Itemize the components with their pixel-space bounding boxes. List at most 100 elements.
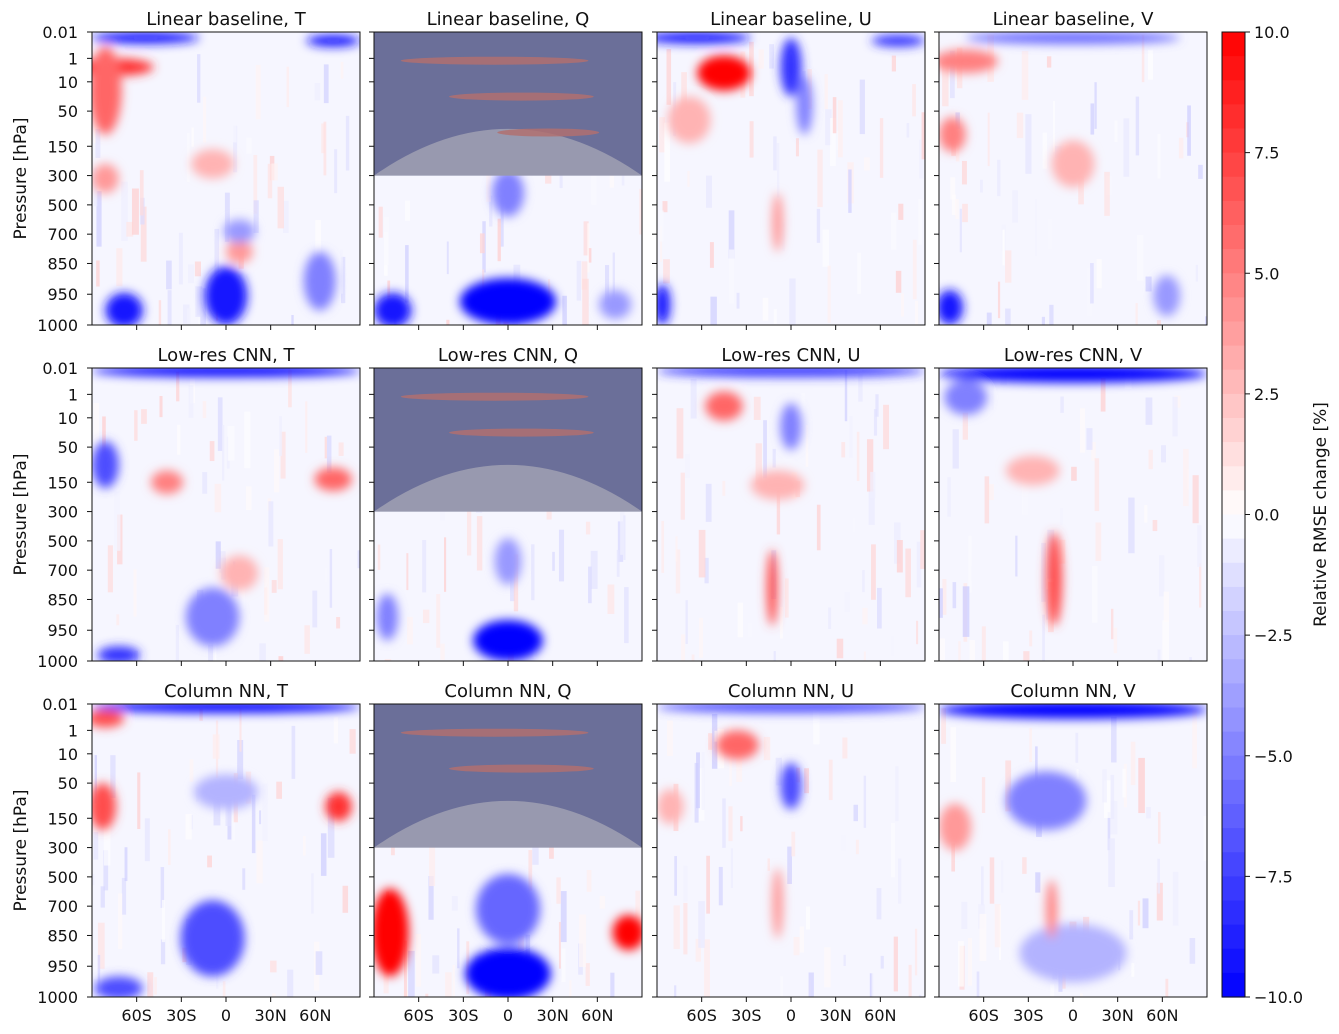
- heatmap-cell: [944, 380, 987, 415]
- heatmap-texture: [559, 922, 561, 969]
- heatmap-texture: [950, 727, 956, 782]
- heatmap-texture: [166, 261, 172, 290]
- heatmap-texture: [785, 578, 789, 617]
- x-tick-label: 30S: [1013, 1006, 1044, 1025]
- heatmap-texture: [801, 393, 805, 413]
- heatmap-texture: [587, 223, 589, 272]
- panel-linear-baseline-v: Linear baseline, V: [934, 9, 1210, 373]
- heatmap-texture: [1076, 769, 1078, 779]
- heatmap-texture: [1047, 56, 1051, 67]
- heatmap-texture: [961, 902, 967, 929]
- heatmap-texture: [304, 625, 310, 654]
- heatmap-texture: [246, 486, 252, 510]
- heatmap-texture: [188, 264, 194, 283]
- heatmap-texture: [698, 901, 705, 948]
- heatmap-texture: [589, 248, 592, 263]
- heatmap-texture: [321, 833, 327, 876]
- colorbar-step: [1222, 394, 1245, 419]
- heatmap-texture: [817, 150, 822, 208]
- heatmap-texture: [823, 230, 830, 267]
- heatmap-texture: [1095, 522, 1101, 561]
- heatmap-texture: [256, 840, 262, 883]
- heatmap-texture: [912, 84, 916, 116]
- heatmap-texture: [1053, 101, 1055, 152]
- heatmap-texture: [96, 260, 100, 286]
- heatmap-texture: [748, 623, 753, 637]
- heatmap-texture: [664, 123, 670, 182]
- heatmap-texture: [773, 136, 776, 170]
- heatmap-texture: [145, 818, 150, 861]
- heatmap-texture: [841, 442, 845, 457]
- colorbar-step: [1222, 177, 1245, 202]
- colorbar-step: [1222, 80, 1245, 105]
- heatmap-cell: [668, 96, 711, 143]
- y-tick-label: 0.01: [42, 359, 78, 378]
- heatmap-texture: [1025, 114, 1031, 174]
- heatmap-texture: [905, 549, 911, 598]
- x-tick-label: 30N: [1102, 1006, 1134, 1025]
- heatmap-texture: [1131, 963, 1134, 977]
- heatmap-cell: [465, 947, 551, 1000]
- heatmap-texture: [773, 449, 776, 468]
- heatmap-texture: [324, 122, 327, 176]
- heatmap-texture: [552, 552, 555, 571]
- heatmap-texture: [962, 161, 967, 185]
- heatmap-texture: [191, 128, 193, 147]
- colorbar-step: [1222, 322, 1245, 347]
- colorbar-step: [1222, 273, 1245, 298]
- y-tick-label: 950: [47, 957, 78, 976]
- heatmap-texture: [915, 929, 917, 976]
- heatmap-texture: [1012, 190, 1018, 222]
- heatmap-texture: [710, 242, 714, 268]
- heatmap-texture: [562, 296, 567, 334]
- heatmap-texture: [1015, 536, 1017, 577]
- heatmap-cell: [92, 32, 199, 44]
- heatmap-texture: [1080, 408, 1085, 452]
- heatmap-cell: [194, 774, 258, 809]
- heatmap-texture: [687, 171, 689, 187]
- heatmap-texture: [423, 610, 429, 623]
- heatmap-texture: [1196, 265, 1198, 282]
- heatmap-texture: [710, 297, 716, 345]
- heatmap-texture: [740, 816, 742, 831]
- heatmap-texture: [272, 580, 277, 593]
- y-tick-label: 10: [58, 745, 78, 764]
- heatmap-texture: [1050, 984, 1054, 1011]
- heatmap-texture: [202, 472, 207, 494]
- heatmap-texture: [871, 544, 876, 599]
- heatmap-texture: [577, 261, 581, 301]
- heatmap-texture: [848, 169, 851, 212]
- colorbar-step: [1222, 659, 1245, 684]
- heatmap-cell: [306, 35, 360, 47]
- heatmap-texture: [813, 710, 819, 744]
- colorbar-step: [1222, 129, 1245, 154]
- heatmap-texture: [1157, 320, 1161, 340]
- panel-linear-baseline-q: Linear baseline, Q: [369, 9, 646, 372]
- heatmap-texture: [336, 617, 340, 628]
- colorbar-step: [1222, 201, 1245, 226]
- heatmap-texture: [968, 938, 972, 986]
- heatmap-texture: [817, 209, 820, 243]
- heatmap-texture: [1199, 563, 1201, 607]
- heatmap-texture: [325, 437, 327, 459]
- y-tick-label: 300: [47, 503, 78, 522]
- heatmap-texture: [1131, 742, 1136, 785]
- heatmap-texture: [877, 588, 882, 629]
- heatmap-texture: [1143, 898, 1149, 928]
- heatmap-texture: [706, 176, 712, 208]
- heatmap-texture: [1086, 428, 1092, 450]
- heatmap-texture: [833, 97, 837, 133]
- y-tick-label: 1: [68, 385, 78, 404]
- y-tick-label: 850: [47, 254, 78, 273]
- heatmap-texture: [1035, 199, 1037, 256]
- heatmap-texture: [685, 454, 690, 479]
- heatmap-cell: [772, 193, 783, 252]
- heatmap-texture: [231, 115, 236, 142]
- heatmap-texture: [561, 891, 567, 942]
- heatmap-texture: [1111, 775, 1115, 819]
- heatmap-texture: [1146, 397, 1153, 424]
- heatmap-texture: [432, 955, 439, 973]
- x-tick-label: 30N: [820, 1006, 852, 1025]
- heatmap-texture: [1115, 121, 1118, 142]
- heatmap-texture: [1128, 498, 1134, 554]
